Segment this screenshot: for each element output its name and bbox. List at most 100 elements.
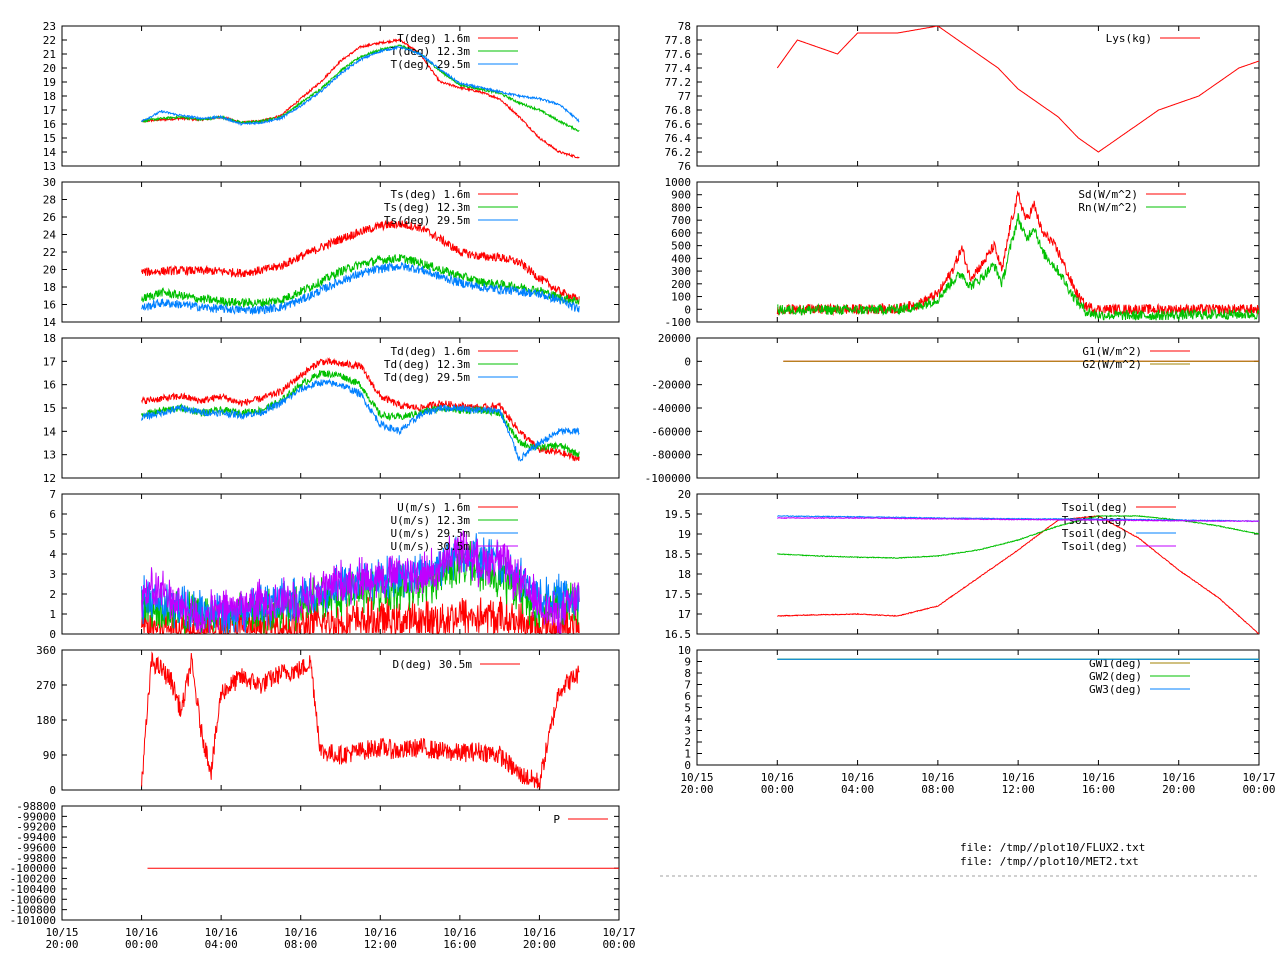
y-tick-label: 77.8: [665, 34, 692, 47]
y-tick-label: 18: [43, 281, 56, 294]
series-line-rad-0: [776, 190, 1259, 317]
plot-frame: [696, 181, 1260, 323]
y-tick-label: 300: [671, 265, 691, 278]
x-tick-label: 10/15: [45, 926, 78, 939]
y-tick-label: 13: [43, 160, 56, 173]
y-tick-label: 100: [671, 291, 691, 304]
series-line-tsoil-1: [776, 514, 1259, 559]
legend-label: U(m/s) 1.6m: [397, 501, 470, 514]
y-tick-label: 17: [43, 104, 56, 117]
legend-label: Sd(W/m^2): [1078, 188, 1138, 201]
y-tick-label: 700: [671, 214, 691, 227]
y-tick-label: 17: [43, 355, 56, 368]
chart-panel-tsoil: 16.51717.51818.51919.520Tsoil(deg)Tsoil(…: [665, 488, 1260, 641]
series-line-lys-0: [776, 26, 1259, 153]
y-tick-label: 13: [43, 449, 56, 462]
series-line-wind-0: [141, 596, 580, 634]
y-tick-label: 800: [671, 201, 691, 214]
file-label-flux: file: /tmp//plot10/FLUX2.txt: [960, 841, 1145, 854]
legend-label: U(m/s) 12.3m: [391, 514, 471, 527]
x-tick-label: 16:00: [443, 938, 476, 951]
legend-label: Tsoil(deg): [1062, 527, 1128, 540]
y-tick-label: 10: [678, 644, 691, 657]
series-line-rad-1: [777, 213, 1259, 321]
y-tick-label: -99600: [16, 841, 56, 854]
plot-frame: [696, 25, 1260, 167]
y-tick-label: 20: [43, 264, 56, 277]
y-tick-label: 9: [684, 656, 691, 669]
y-tick-label: 0: [684, 355, 691, 368]
y-tick-label: 17: [678, 608, 691, 621]
y-tick-label: 16: [43, 118, 56, 131]
legend-label: Ts(deg) 12.3m: [384, 201, 470, 214]
x-tick-label: 20:00: [680, 783, 713, 796]
y-tick-label: 14: [43, 316, 57, 329]
x-tick-label: 10/16: [1002, 771, 1035, 784]
x-tick-label: 10/16: [523, 926, 556, 939]
y-tick-label: -100000: [10, 862, 56, 875]
legend-label: GW1(deg): [1089, 657, 1142, 670]
y-tick-label: -101000: [10, 914, 56, 927]
series-line-temp-2: [141, 44, 580, 126]
legend-label: T(deg) 12.3m: [391, 45, 471, 58]
y-tick-label: 600: [671, 227, 691, 240]
y-tick-label: 4: [684, 713, 691, 726]
y-tick-label: -100000: [645, 472, 691, 485]
y-tick-label: 24: [43, 229, 57, 242]
y-tick-label: 77.4: [665, 62, 692, 75]
plot-frame: [61, 25, 620, 167]
y-tick-label: 12: [43, 472, 56, 485]
y-tick-label: 16.5: [665, 628, 692, 641]
y-tick-label: 8: [684, 667, 691, 680]
x-tick-label: 12:00: [364, 938, 397, 951]
plot-frame: [61, 337, 620, 479]
y-tick-label: 14: [43, 425, 57, 438]
x-tick-label: 10/16: [443, 926, 476, 939]
y-tick-label: 180: [36, 714, 56, 727]
series-line-dew-0: [141, 357, 580, 462]
y-tick-label: 1: [49, 608, 56, 621]
x-tick-label: 10/16: [841, 771, 874, 784]
y-tick-label: 28: [43, 194, 56, 207]
x-tick-label: 12:00: [1002, 783, 1035, 796]
legend-label: GW3(deg): [1089, 683, 1142, 696]
legend-label: P: [553, 813, 560, 826]
y-tick-label: 76.8: [665, 104, 692, 117]
legend-label: Tsoil(deg): [1062, 501, 1128, 514]
x-tick-label: 08:00: [284, 938, 317, 951]
y-tick-label: -60000: [651, 425, 691, 438]
y-tick-label: 19.5: [665, 508, 692, 521]
chart-panel-press: -101000-100800-100600-100400-100200-1000…: [10, 800, 636, 951]
y-tick-label: 18: [43, 332, 56, 345]
y-tick-label: 77.6: [665, 48, 692, 61]
y-tick-label: 78: [678, 20, 691, 33]
y-tick-label: 360: [36, 644, 56, 657]
y-tick-label: 270: [36, 679, 56, 692]
x-tick-label: 00:00: [602, 938, 635, 951]
x-tick-label: 10/15: [680, 771, 713, 784]
y-tick-label: 90: [43, 749, 56, 762]
legend-label: Tsoil(deg): [1062, 514, 1128, 527]
plot-frame: [696, 649, 1260, 766]
y-tick-label: -40000: [651, 402, 691, 415]
y-tick-label: 5: [684, 702, 691, 715]
x-tick-label: 10/17: [1242, 771, 1275, 784]
y-tick-label: 0: [49, 784, 56, 797]
y-tick-label: 23: [43, 20, 56, 33]
y-tick-label: 17.5: [665, 588, 692, 601]
x-tick-label: 20:00: [1162, 783, 1195, 796]
x-tick-label: 10/16: [205, 926, 238, 939]
legend-label: GW2(deg): [1089, 670, 1142, 683]
y-tick-label: 76.2: [665, 146, 692, 159]
y-tick-label: 16: [43, 379, 56, 392]
y-tick-label: -20000: [651, 379, 691, 392]
y-tick-label: 0: [684, 759, 691, 772]
y-tick-label: 900: [671, 189, 691, 202]
y-tick-label: 2: [49, 588, 56, 601]
chart-panel-wind: 0 1 2 3 4 5 6 7 U(m/s) 1.6mU(m/s) 12.3mU(m/s) 29…: [49, 488, 620, 641]
y-tick-label: 400: [671, 252, 691, 265]
y-tick-label: 500: [671, 240, 691, 253]
y-tick-label: 76.6: [665, 118, 692, 131]
y-tick-label: 18.5: [665, 548, 692, 561]
